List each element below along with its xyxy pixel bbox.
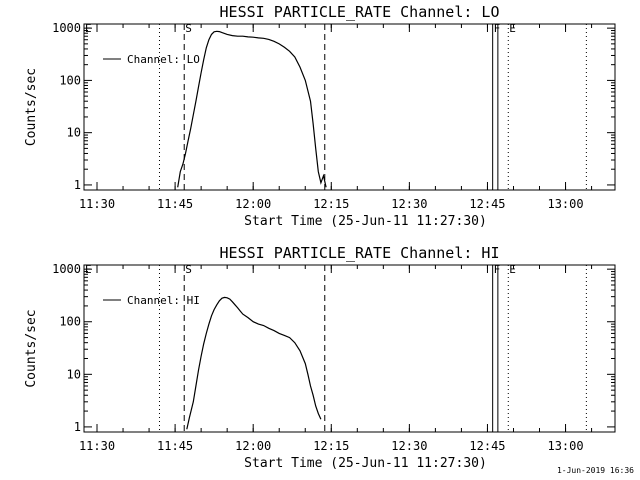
chart-title: HESSI PARTICLE_RATE Channel: HI [220,244,500,262]
x-tick-label: 12:45 [469,197,505,211]
x-tick-label: 13:00 [547,197,583,211]
y-tick-label: 1000 [52,21,81,35]
legend-label: Channel: HI [127,294,200,307]
x-tick-label: 12:00 [235,197,271,211]
event-marker-label: E [509,22,516,35]
x-tick-label: 13:00 [547,439,583,453]
y-tick-label: 1 [74,178,81,192]
y-tick-label: 1 [74,420,81,434]
x-axis-label: Start Time (25-Jun-11 11:27:30) [244,214,487,229]
chart-panel-2: HESSI PARTICLE_RATE Channel: HI 1 10 100 100… [24,244,616,471]
x-tick-label: 12:15 [313,439,349,453]
plot-frame [83,264,616,433]
event-marker-label: S [185,22,192,35]
event-marker-label: E [85,22,92,35]
legend-label: Channel: LO [127,53,200,66]
y-tick-label: 1000 [52,262,81,276]
plot-frame [83,23,616,191]
x-tick-label: 11:30 [79,197,115,211]
y-tick-label: 10 [67,367,81,381]
x-tick-label: 11:30 [79,439,115,453]
y-tick-label: 100 [59,315,81,329]
y-axis-label: Counts/sec [24,68,39,146]
x-tick-label: 12:15 [313,197,349,211]
series-line [186,296,322,430]
event-marker-label: S [185,263,192,276]
x-tick-label: 12:00 [235,439,271,453]
y-axis-label: Counts/sec [24,309,39,387]
event-marker-label: F [494,22,501,35]
x-tick-label: 12:45 [469,439,505,453]
x-axis-label: Start Time (25-Jun-11 11:27:30) [244,456,487,471]
y-tick-label: 10 [67,126,81,140]
series-line [177,30,327,188]
chart-panel-1: HESSI PARTICLE_RATE Channel: LO 1 10 100 100… [24,3,616,229]
chart-title: HESSI PARTICLE_RATE Channel: LO [220,3,500,21]
plot-timestamp: 1-Jun-2019 16:36 [556,466,634,475]
event-marker-label: E [509,263,516,276]
x-tick-label: 11:45 [157,439,193,453]
event-marker-label: E [85,263,92,276]
event-marker-label: F [494,263,501,276]
y-tick-label: 100 [59,73,81,87]
x-tick-label: 11:45 [157,197,193,211]
x-tick-label: 12:30 [391,439,427,453]
x-tick-label: 12:30 [391,197,427,211]
